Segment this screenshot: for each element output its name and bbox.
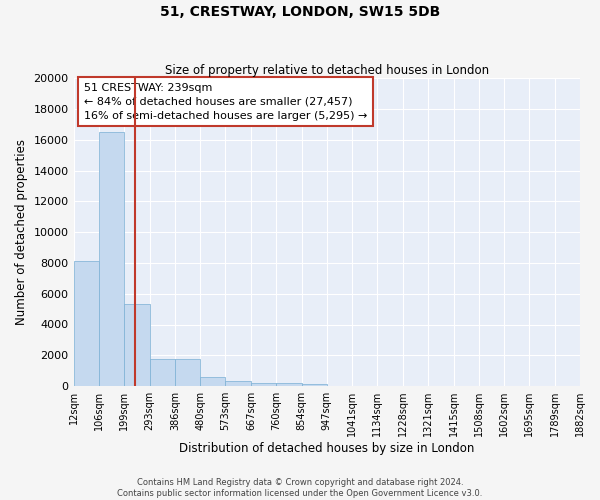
Bar: [276, 384, 302, 386]
Text: 51 CRESTWAY: 239sqm
← 84% of detached houses are smaller (27,457)
16% of semi-de: 51 CRESTWAY: 239sqm ← 84% of detached ho…: [83, 83, 367, 121]
Bar: [149, 359, 175, 386]
Bar: [200, 377, 226, 386]
Bar: [74, 262, 99, 386]
Text: 51, CRESTWAY, LONDON, SW15 5DB: 51, CRESTWAY, LONDON, SW15 5DB: [160, 5, 440, 19]
Y-axis label: Number of detached properties: Number of detached properties: [15, 139, 28, 325]
Bar: [99, 132, 124, 386]
Title: Size of property relative to detached houses in London: Size of property relative to detached ho…: [165, 64, 489, 77]
Bar: [226, 380, 251, 386]
Bar: [175, 359, 200, 386]
Bar: [251, 383, 276, 386]
Bar: [124, 304, 149, 386]
Bar: [302, 384, 327, 386]
X-axis label: Distribution of detached houses by size in London: Distribution of detached houses by size …: [179, 442, 475, 455]
Text: Contains HM Land Registry data © Crown copyright and database right 2024.
Contai: Contains HM Land Registry data © Crown c…: [118, 478, 482, 498]
